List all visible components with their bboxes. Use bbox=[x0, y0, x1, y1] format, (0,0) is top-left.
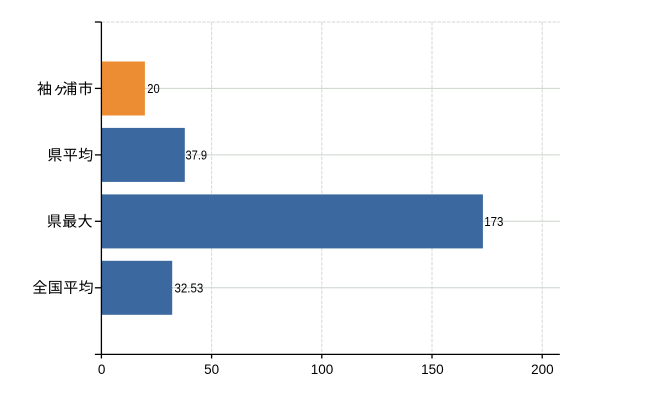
svg-text:20: 20 bbox=[147, 81, 159, 96]
svg-text:32.53: 32.53 bbox=[175, 281, 204, 296]
svg-text:150: 150 bbox=[421, 362, 444, 377]
svg-text:173: 173 bbox=[484, 214, 503, 229]
svg-text:100: 100 bbox=[311, 362, 334, 377]
svg-text:200: 200 bbox=[531, 362, 554, 377]
svg-text:37.9: 37.9 bbox=[186, 147, 208, 162]
svg-text:50: 50 bbox=[204, 362, 219, 377]
svg-text:0: 0 bbox=[98, 362, 106, 377]
